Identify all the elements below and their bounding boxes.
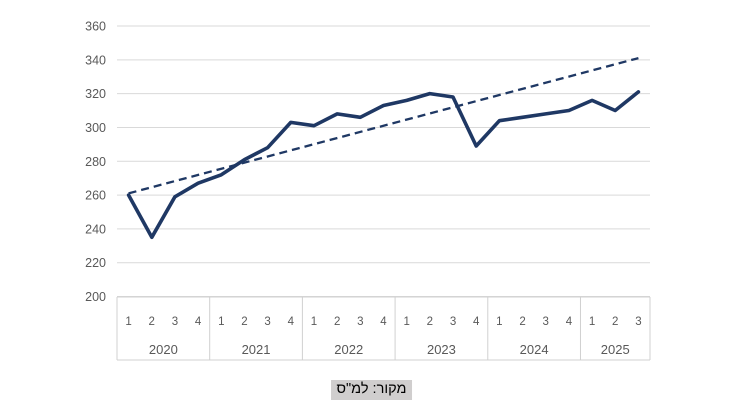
x-axis-year-label: 2021 xyxy=(242,342,271,357)
x-axis-year-label: 2022 xyxy=(334,342,363,357)
source-label: מקור: למ"ס xyxy=(330,380,413,400)
x-axis-quarter-label: 2 xyxy=(519,316,525,328)
x-axis-quarter-label: 3 xyxy=(172,316,178,328)
x-axis-quarter-label: 3 xyxy=(450,316,456,328)
y-axis-tick-label: 200 xyxy=(85,290,106,304)
x-axis-quarter-label: 3 xyxy=(635,316,641,328)
x-axis-quarter-label: 2 xyxy=(427,316,433,328)
x-axis-year-label: 2020 xyxy=(149,342,178,357)
x-axis-quarter-label: 1 xyxy=(496,316,502,328)
x-axis-quarter-label: 4 xyxy=(566,316,573,328)
x-axis-quarter-label: 2 xyxy=(334,316,340,328)
x-axis-quarter-label: 1 xyxy=(589,316,595,328)
y-axis-tick-label: 360 xyxy=(85,20,106,34)
y-axis-tick-label: 300 xyxy=(85,121,106,135)
x-axis-year-label: 2024 xyxy=(520,342,549,357)
x-axis-quarter-label: 4 xyxy=(473,316,480,328)
x-axis-quarter-label: 4 xyxy=(380,316,387,328)
y-axis-tick-label: 260 xyxy=(85,189,106,203)
y-axis-tick-label: 340 xyxy=(85,53,106,67)
x-axis-quarter-label: 2 xyxy=(149,316,155,328)
trend-line-series xyxy=(128,57,639,195)
x-axis-quarter-label: 4 xyxy=(195,316,202,328)
x-axis-quarter-label: 1 xyxy=(311,316,317,328)
y-axis-tick-label: 280 xyxy=(85,155,106,169)
x-axis-quarter-label: 2 xyxy=(241,316,247,328)
x-axis-year-label: 2023 xyxy=(427,342,456,357)
x-axis-quarter-label: 3 xyxy=(357,316,363,328)
x-axis-quarter-label: 1 xyxy=(403,316,409,328)
x-axis-quarter-label: 1 xyxy=(218,316,224,328)
x-axis-quarter-label: 1 xyxy=(125,316,131,328)
x-axis-quarter-label: 3 xyxy=(264,316,270,328)
y-axis-tick-label: 320 xyxy=(85,87,106,101)
x-axis-year-label: 2025 xyxy=(601,342,630,357)
data-line-series xyxy=(126,90,641,240)
y-axis-tick-label: 240 xyxy=(85,222,106,236)
x-axis-quarter-label: 4 xyxy=(288,316,295,328)
x-axis-quarter-label: 2 xyxy=(612,316,618,328)
x-axis-quarter-label: 3 xyxy=(543,316,549,328)
y-axis-tick-label: 220 xyxy=(85,256,106,270)
